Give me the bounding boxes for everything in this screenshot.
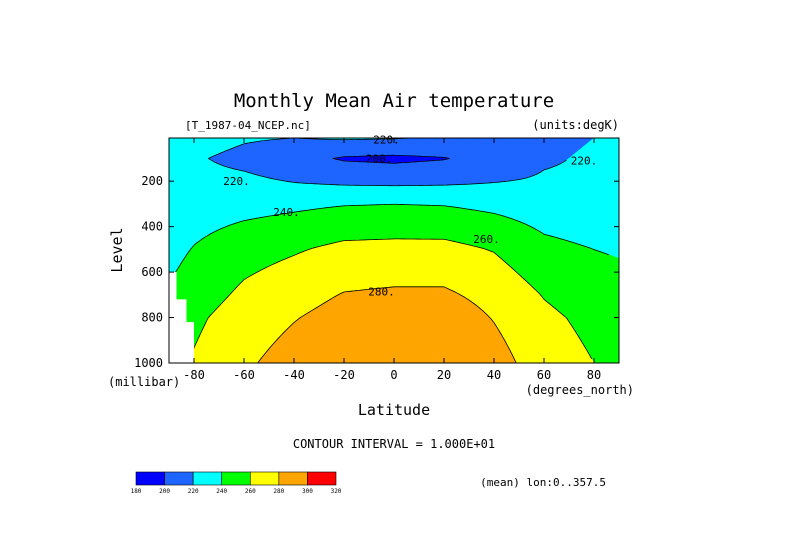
colorbar-swatch: [221, 471, 251, 486]
y-tick-label: 1000: [134, 356, 163, 370]
x-tick-label: -60: [233, 368, 255, 382]
colorbar-swatch: [164, 471, 194, 486]
contour-label: 240.: [273, 206, 300, 219]
contour-label: 260.: [473, 233, 500, 246]
contour-line-240: [169, 203, 610, 280]
y-axis-label: Level: [108, 227, 126, 272]
footer-note: (mean) lon:0..357.5: [480, 476, 606, 489]
colorbar-label: 280: [273, 488, 284, 495]
missing-region-1: [176, 299, 187, 363]
x-tick-label: -20: [333, 368, 355, 382]
colorbar-label: 220: [188, 488, 199, 495]
colorbar-label: 240: [216, 488, 227, 495]
x-tick-label: 0: [390, 368, 397, 382]
contour-label: 280.: [368, 285, 395, 298]
colorbar-label: 180: [131, 488, 142, 495]
colorbar-label: 260: [245, 488, 256, 495]
x-tick-label: -40: [283, 368, 305, 382]
x-tick-label: 20: [437, 368, 451, 382]
x-tick-label: -80: [183, 368, 205, 382]
x-axis-label: Latitude: [358, 401, 430, 419]
units-label: (units:degK): [532, 118, 619, 132]
contour-line-200: [332, 154, 450, 164]
x-units-label: (degrees_north): [526, 383, 634, 397]
y-units-label: (millibar): [108, 375, 180, 389]
contour-labels: 220. 200. 220. 220. 240. 260. 280.: [223, 134, 597, 299]
y-tick-label: 400: [141, 220, 163, 234]
axes: -80 -60 -40 -20 0 20 40 60 80 200 400 600 800 1000: [134, 138, 619, 382]
contour-line-280: [257, 286, 517, 363]
contour-band-280-300: [257, 286, 517, 363]
contour-label: 200.: [366, 152, 393, 165]
colorbar-swatch: [249, 471, 280, 486]
colorbar-swatch: [278, 471, 308, 486]
colorbar-label: 200: [159, 488, 170, 495]
colorbar-swatch: [135, 471, 165, 486]
plot-area: [169, 138, 619, 363]
y-tick-label: 800: [141, 311, 163, 325]
contour-line-layer: [169, 138, 610, 363]
contour-line-220: [208, 138, 567, 187]
missing-region-2: [186, 322, 194, 363]
colorbar-label: 320: [331, 488, 342, 495]
contour-label: 220.: [373, 134, 400, 147]
contour-label: 220.: [571, 155, 598, 168]
contour-label: 220.: [223, 175, 250, 188]
x-tick-label: 80: [587, 368, 601, 382]
x-tick-label: 40: [487, 368, 501, 382]
y-tick-label: 200: [141, 174, 163, 188]
colorbar-label: 300: [302, 488, 313, 495]
colorbar: 180 200 220 240 260 280 300 320: [131, 471, 342, 495]
colorbar-swatch: [307, 471, 337, 486]
colorbar-swatch: [192, 471, 223, 486]
x-tick-label: 60: [537, 368, 551, 382]
contour-interval-text: CONTOUR INTERVAL = 1.000E+01: [293, 437, 495, 451]
contour-line-260: [189, 238, 593, 360]
chart-title: Monthly Mean Air temperature: [234, 90, 554, 112]
source-label: [T_1987-04_NCEP.nc]: [185, 119, 311, 132]
y-tick-label: 600: [141, 265, 163, 279]
contour-fill-layer: [169, 138, 619, 363]
